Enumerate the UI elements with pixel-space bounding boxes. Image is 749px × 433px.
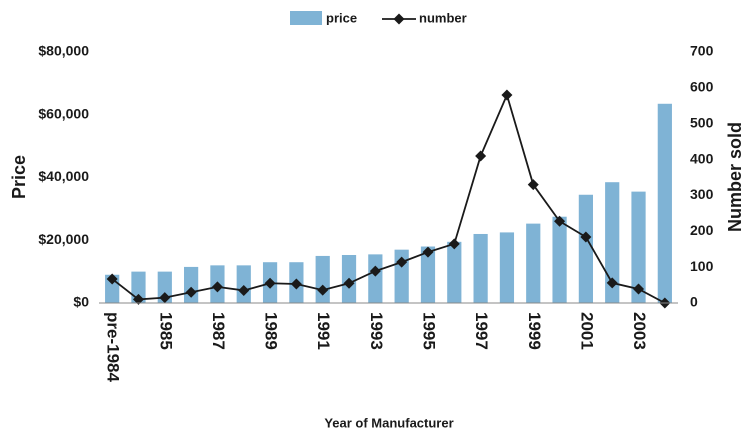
x-tick-label: 1989: [262, 312, 281, 350]
y2-tick-label: 500: [690, 114, 714, 130]
bar: [236, 265, 251, 303]
marker: [369, 265, 381, 277]
bar: [499, 232, 515, 303]
y-tick-label: $20,000: [38, 231, 89, 247]
x-tick-label: 1991: [314, 312, 333, 350]
marker: [501, 89, 513, 101]
y2-tick-label: 300: [690, 186, 714, 202]
marker: [422, 246, 434, 258]
legend-swatch: [290, 11, 322, 25]
y-tick-label: $60,000: [38, 105, 89, 121]
bar: [447, 241, 462, 303]
marker: [475, 150, 487, 162]
y2-axis-title: Number sold: [725, 122, 745, 232]
marker: [343, 277, 355, 289]
bar: [526, 223, 541, 303]
y-axis-title: Price: [9, 155, 29, 199]
x-tick-label: 1999: [525, 312, 544, 350]
marker: [554, 215, 566, 227]
marker: [290, 278, 302, 290]
y-tick-label: $40,000: [38, 168, 89, 184]
bar: [578, 194, 593, 303]
y2-tick-label: 0: [690, 294, 698, 310]
y-tick-label: $80,000: [38, 43, 89, 59]
line: [111, 92, 666, 304]
bar: [552, 216, 567, 303]
y2-tick-label: 400: [690, 150, 714, 166]
bar: [657, 103, 672, 303]
y-tick-label: $0: [73, 294, 89, 310]
legend-label: price: [326, 10, 357, 25]
y2-tick-label: 600: [690, 79, 714, 95]
marker: [606, 277, 618, 289]
marker: [106, 273, 118, 285]
marker: [396, 256, 408, 268]
bar: [131, 271, 146, 303]
bar: [157, 271, 172, 303]
x-tick-label: 2001: [577, 312, 596, 350]
marker: [264, 277, 276, 289]
marker: [527, 179, 539, 191]
bar: [368, 254, 383, 303]
x-axis-title: Year of Manufacturer: [324, 415, 453, 430]
marker: [580, 231, 592, 243]
marker: [317, 284, 329, 296]
x-tick-label: 1987: [209, 312, 228, 350]
marker: [633, 283, 645, 295]
x-tick-label: pre-1984: [104, 312, 123, 382]
legend-label: number: [419, 10, 467, 25]
marker: [159, 292, 171, 304]
marker: [238, 284, 250, 296]
x-tick-label: 1995: [419, 312, 438, 350]
x-tick-label: 1985: [156, 312, 175, 350]
bar: [473, 233, 488, 303]
marker: [211, 281, 223, 293]
y2-tick-label: 700: [690, 43, 714, 59]
marker: [448, 238, 460, 250]
marker: [132, 293, 144, 305]
bar: [605, 182, 620, 303]
bar: [420, 246, 436, 303]
legend-marker: [393, 13, 405, 25]
marker: [185, 286, 197, 298]
x-tick-label: 2003: [630, 312, 649, 350]
y2-tick-label: 200: [690, 222, 714, 238]
bar: [631, 191, 646, 303]
bar: [315, 255, 330, 303]
x-tick-label: 1997: [472, 312, 491, 350]
x-tick-label: 1993: [367, 312, 386, 350]
y2-tick-label: 100: [690, 258, 714, 274]
